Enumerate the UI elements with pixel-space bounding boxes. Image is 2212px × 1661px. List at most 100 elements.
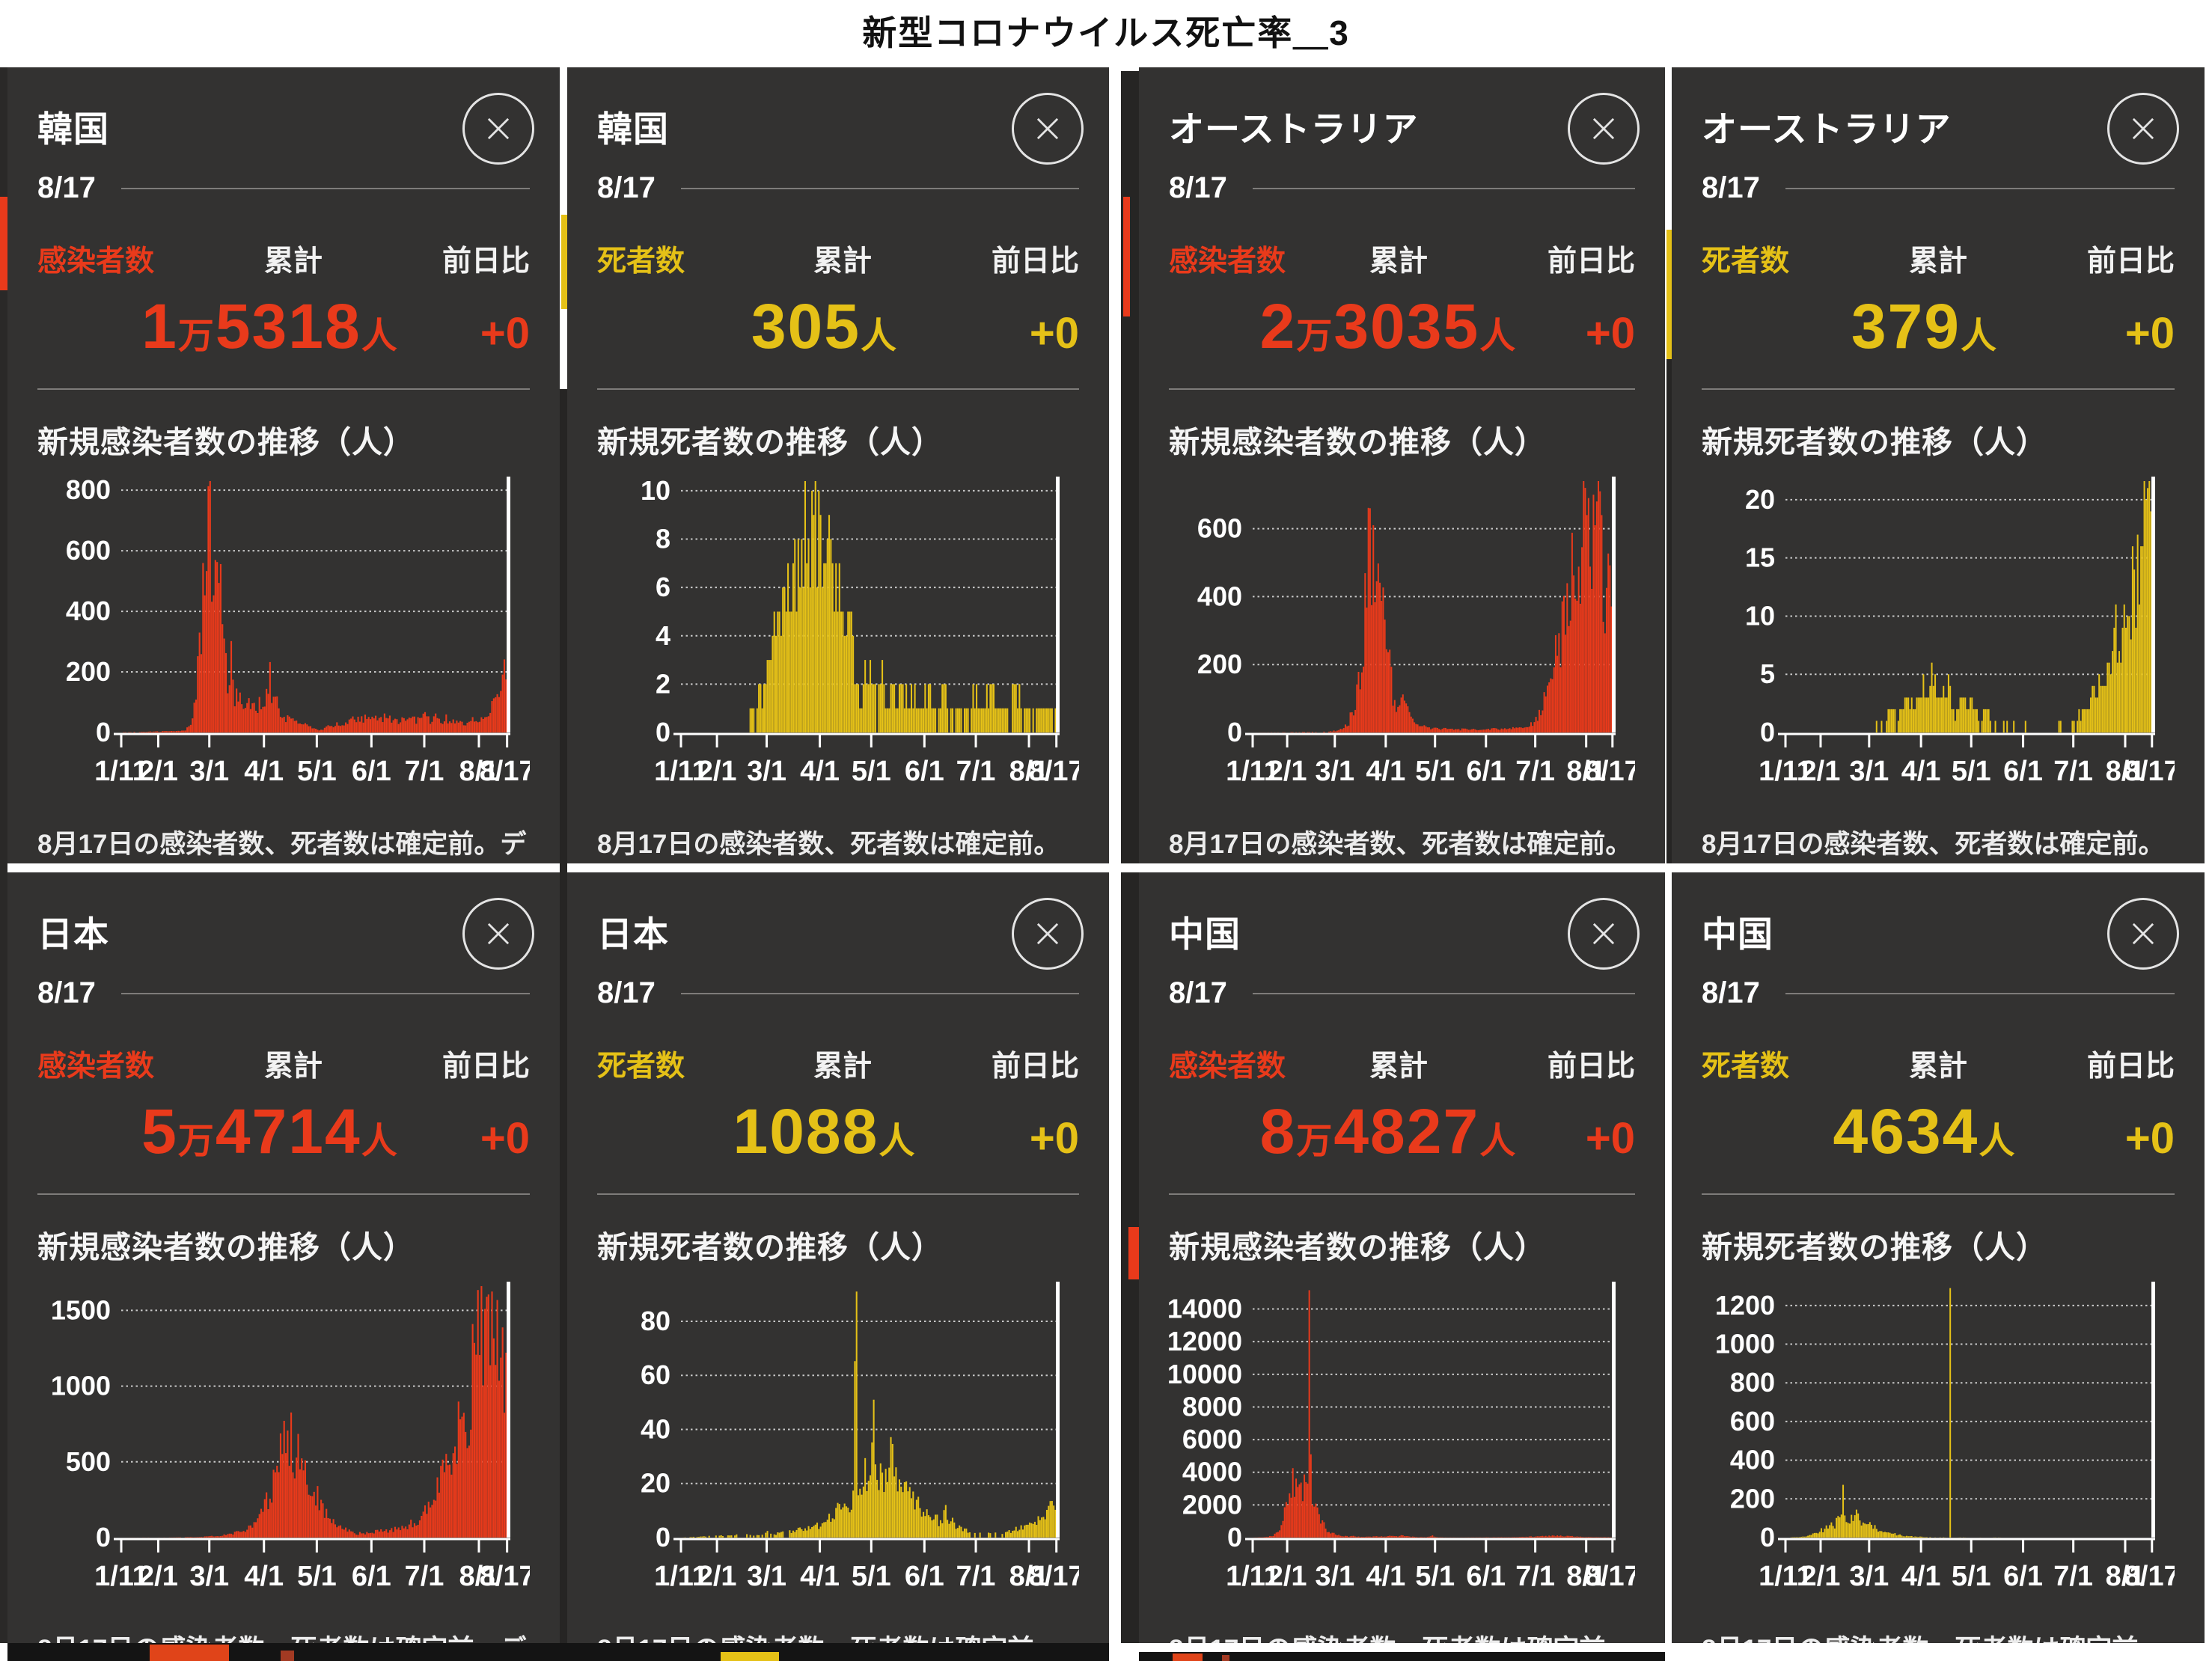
divider (1252, 992, 1635, 994)
svg-text:6/1: 6/1 (905, 1561, 944, 1592)
close-button[interactable] (462, 898, 534, 970)
country-title: 韓国 (37, 109, 109, 149)
metric-label: 死者数 (1702, 245, 1790, 278)
chart-title: 新規死者数の推移（人） (1702, 425, 2047, 459)
svg-text:5/1: 5/1 (1952, 756, 1991, 787)
svg-text:8/17: 8/17 (480, 756, 530, 787)
delta-value: +0 (480, 1114, 530, 1163)
metric-label: 死者数 (1702, 1050, 1790, 1083)
day-over-day-label: 前日比 (2086, 245, 2175, 278)
total-value: 1088人 (733, 1096, 917, 1166)
chart-title: 新規死者数の推移（人） (1702, 1230, 2047, 1264)
trend-chart: 0 200 400 600 1/11 2/1 3/1 4/1 5/1 6/1 7/1 8/1 8/17 (1169, 469, 1635, 807)
svg-text:80: 80 (641, 1306, 670, 1336)
cumulative-label: 累計 (813, 1050, 872, 1083)
close-button[interactable] (462, 93, 534, 165)
svg-text:8/17: 8/17 (2124, 1561, 2175, 1592)
svg-text:2/1: 2/1 (1801, 756, 1841, 787)
country-title: オーストラリア (1702, 109, 1952, 149)
date-label: 8/17 (1702, 171, 1760, 204)
background-fragment (0, 67, 7, 1643)
metric-label: 死者数 (597, 1050, 685, 1083)
metric-label: 感染者数 (1169, 245, 1286, 278)
svg-text:10: 10 (641, 475, 670, 506)
country-title: 日本 (37, 914, 109, 954)
svg-text:6/1: 6/1 (905, 756, 944, 787)
svg-text:0: 0 (1760, 1522, 1775, 1553)
close-button[interactable] (2107, 898, 2179, 970)
svg-text:7/1: 7/1 (1515, 1561, 1555, 1592)
svg-text:5/1: 5/1 (852, 1561, 891, 1592)
svg-text:7/1: 7/1 (405, 756, 444, 787)
svg-text:200: 200 (66, 656, 111, 687)
svg-text:8/17: 8/17 (1585, 1561, 1635, 1592)
svg-text:800: 800 (1730, 1367, 1775, 1398)
close-button[interactable] (1012, 898, 1084, 970)
svg-text:0: 0 (1760, 717, 1775, 747)
svg-text:8/17: 8/17 (1029, 756, 1079, 787)
svg-text:1000: 1000 (51, 1371, 111, 1401)
background-fragment (1123, 197, 1130, 316)
close-button[interactable] (1568, 93, 1640, 165)
footnote: 8月17日の感染者数、死者数は確定前。データ更新がない場合は前日と同じ数値で前日… (1702, 830, 2165, 859)
cumulative-label: 累計 (263, 1050, 323, 1083)
total-value: 305人 (751, 291, 899, 361)
svg-text:5: 5 (1760, 658, 1775, 689)
svg-text:8/17: 8/17 (1585, 756, 1635, 787)
chart-title: 新規感染者数の推移（人） (37, 1230, 415, 1264)
svg-text:8/17: 8/17 (2124, 756, 2175, 787)
trend-chart: 0 5 10 15 20 1/11 2/1 3/1 4/1 5/1 6/1 7/1 8/1 8/17 (1702, 469, 2175, 807)
close-button[interactable] (1568, 898, 1640, 970)
country-card: オーストラリア 8/17 死者数 累計 前日比 379人 +0 新規死者数の推移… (1672, 67, 2205, 863)
svg-text:4/1: 4/1 (1901, 756, 1941, 787)
day-over-day-label: 前日比 (442, 245, 530, 278)
total-value: 5万4714人 (141, 1096, 399, 1166)
country-title: オーストラリア (1169, 109, 1419, 149)
country-title: 日本 (597, 914, 669, 954)
svg-text:600: 600 (66, 535, 111, 566)
svg-text:2/1: 2/1 (138, 756, 178, 787)
svg-text:6/1: 6/1 (2003, 756, 2043, 787)
total-value: 1万5318人 (141, 291, 399, 361)
svg-text:2/1: 2/1 (1268, 1561, 1307, 1592)
svg-text:5/1: 5/1 (1415, 756, 1455, 787)
close-button[interactable] (2107, 93, 2179, 165)
cumulative-label: 累計 (263, 245, 323, 278)
day-over-day-label: 前日比 (991, 1050, 1079, 1083)
svg-text:7/1: 7/1 (2053, 756, 2093, 787)
svg-text:0: 0 (656, 717, 670, 747)
background-fragment (1139, 1652, 1665, 1661)
country-card: 韓国 8/17 死者数 累計 前日比 305人 +0 新規死者数の推移（人） 0… (567, 67, 1109, 863)
svg-text:2/1: 2/1 (697, 1561, 737, 1592)
svg-text:4: 4 (656, 620, 670, 651)
metric-label: 感染者数 (1169, 1050, 1286, 1083)
svg-text:4/1: 4/1 (244, 756, 284, 787)
svg-text:0: 0 (96, 717, 111, 747)
background-fragment (150, 1645, 229, 1661)
close-button[interactable] (1012, 93, 1084, 165)
svg-text:6000: 6000 (1182, 1424, 1242, 1454)
svg-text:8/1: 8/1 (2106, 756, 2145, 787)
svg-text:1000: 1000 (1715, 1329, 1775, 1359)
svg-text:3/1: 3/1 (1315, 756, 1354, 787)
svg-text:3/1: 3/1 (189, 756, 229, 787)
background-fragment (1666, 230, 1672, 359)
chart-title: 新規死者数の推移（人） (597, 425, 943, 459)
svg-text:5/1: 5/1 (1952, 1561, 1991, 1592)
day-over-day-label: 前日比 (2086, 1050, 2175, 1083)
trend-chart: 0 200 400 600 800 1000 1200 1/11 2/1 3/1 4/1 5/1 6/1… (1702, 1274, 2175, 1612)
trend-chart: 0 500 1000 1500 1/11 2/1 3/1 4/1 5/1 6/1 7/1 8/1 8/1… (37, 1274, 530, 1612)
svg-text:2000: 2000 (1182, 1489, 1242, 1520)
day-over-day-label: 前日比 (1547, 1050, 1635, 1083)
footnote: 8月17日の感染者数、死者数は確定前。データ更新がない場合は前日と同じ数値で前日… (1169, 830, 1632, 859)
svg-text:5/1: 5/1 (1415, 1561, 1455, 1592)
divider (120, 187, 530, 189)
divider (1702, 1193, 2175, 1195)
delta-value: +0 (2124, 1114, 2175, 1163)
cumulative-label: 累計 (1908, 1050, 1967, 1083)
svg-text:0: 0 (1227, 717, 1242, 747)
svg-text:1500: 1500 (51, 1294, 111, 1325)
divider (1169, 388, 1635, 390)
date-label: 8/17 (1169, 171, 1227, 204)
background-fragment (1666, 359, 1672, 863)
